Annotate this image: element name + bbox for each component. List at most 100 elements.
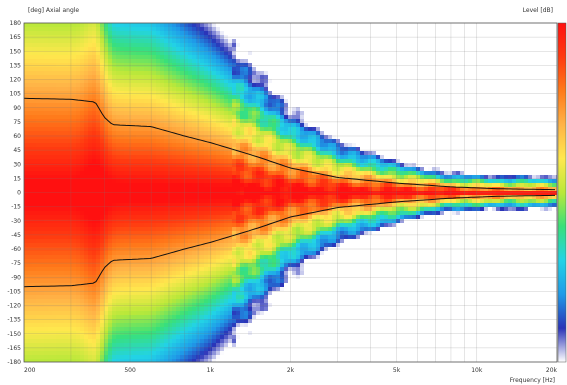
heatmap-cell — [264, 31, 269, 36]
heatmap-cell — [552, 139, 557, 144]
heatmap-cell — [404, 135, 409, 140]
heatmap-cell — [116, 163, 121, 168]
heatmap-cell — [164, 171, 169, 176]
heatmap-cell — [372, 99, 377, 104]
heatmap-cell — [300, 111, 305, 116]
heatmap-cell — [360, 91, 365, 96]
heatmap-cell — [192, 147, 197, 152]
heatmap-cell — [396, 119, 401, 124]
heatmap-cell — [300, 87, 305, 92]
heatmap-cell — [184, 151, 189, 156]
heatmap-cell — [144, 55, 149, 60]
heatmap-cell — [396, 143, 401, 148]
heatmap-cell — [288, 163, 293, 168]
heatmap-cell — [412, 43, 417, 48]
heatmap-cell — [164, 167, 169, 172]
heatmap-cell — [512, 75, 517, 80]
heatmap-cell — [184, 51, 189, 56]
heatmap-cell — [356, 115, 361, 120]
heatmap-cell — [128, 43, 133, 48]
heatmap-cell — [288, 127, 293, 132]
heatmap-cell — [64, 71, 69, 76]
heatmap-cell — [476, 167, 481, 172]
heatmap-cell — [176, 83, 181, 88]
heatmap-cell — [120, 167, 125, 172]
heatmap-cell — [96, 91, 101, 96]
heatmap-cell — [524, 47, 529, 52]
heatmap-cell — [528, 39, 533, 44]
heatmap-cell — [332, 119, 337, 124]
heatmap-cell — [544, 27, 549, 32]
heatmap-cell — [104, 95, 109, 100]
heatmap-cell — [376, 147, 381, 152]
heatmap-cell — [112, 131, 117, 136]
heatmap-cell — [228, 155, 233, 160]
heatmap-cell — [316, 127, 321, 132]
heatmap-cell — [156, 67, 161, 72]
heatmap-cell — [440, 83, 445, 88]
heatmap-cell — [184, 123, 189, 128]
heatmap-cell — [156, 151, 161, 156]
heatmap-cell — [184, 131, 189, 136]
heatmap-cell — [424, 31, 429, 36]
heatmap-cell — [552, 95, 557, 100]
heatmap-cell — [224, 75, 229, 80]
heatmap-cell — [360, 143, 365, 148]
heatmap-cell — [228, 27, 233, 32]
heatmap-cell — [512, 39, 517, 44]
heatmap-cell — [540, 131, 545, 136]
heatmap-cell — [140, 67, 145, 72]
heatmap-cell — [436, 47, 441, 52]
heatmap-cell — [308, 79, 313, 84]
heatmap-cell — [432, 155, 437, 160]
heatmap-cell — [288, 95, 293, 100]
heatmap-cell — [40, 151, 45, 156]
heatmap-cell — [96, 99, 101, 104]
heatmap-cell — [328, 127, 333, 132]
heatmap-cell — [340, 39, 345, 44]
heatmap-cell — [268, 91, 273, 96]
heatmap-cell — [84, 103, 89, 108]
heatmap-cell — [132, 75, 137, 80]
heatmap-cell — [216, 99, 221, 104]
heatmap-cell — [120, 103, 125, 108]
heatmap-cell — [288, 71, 293, 76]
heatmap-cell — [372, 167, 377, 172]
heatmap-cell — [48, 135, 53, 140]
heatmap-cell — [108, 59, 113, 64]
heatmap-cell — [360, 39, 365, 44]
heatmap-cell — [216, 119, 221, 124]
heatmap-cell — [408, 99, 413, 104]
heatmap-cell — [328, 59, 333, 64]
heatmap-cell — [320, 103, 325, 108]
heatmap-cell — [28, 75, 33, 80]
heatmap-cell — [164, 47, 169, 52]
heatmap-cell — [432, 87, 437, 92]
heatmap-cell — [116, 147, 121, 152]
heatmap-cell — [120, 131, 125, 136]
heatmap-cell — [440, 39, 445, 44]
heatmap-cell — [392, 91, 397, 96]
heatmap-cell — [156, 59, 161, 64]
heatmap-cell — [480, 71, 485, 76]
heatmap-cell — [460, 111, 465, 116]
heatmap-cell — [500, 155, 505, 160]
heatmap-cell — [192, 75, 197, 80]
heatmap-cell — [352, 43, 357, 48]
heatmap-cell — [244, 147, 249, 152]
heatmap-cell — [40, 115, 45, 120]
heatmap-cell — [324, 99, 329, 104]
heatmap-cell — [276, 91, 281, 96]
heatmap-cell — [260, 99, 265, 104]
heatmap-cell — [452, 47, 457, 52]
heatmap-cell — [504, 71, 509, 76]
heatmap-cell — [544, 127, 549, 132]
heatmap-cell — [360, 159, 365, 164]
heatmap-cell — [520, 131, 525, 136]
heatmap-cell — [60, 135, 65, 140]
heatmap-cell — [544, 107, 549, 112]
heatmap-cell — [224, 43, 229, 48]
heatmap-cell — [88, 79, 93, 84]
heatmap-cell — [152, 127, 157, 132]
heatmap-cell — [160, 51, 165, 56]
